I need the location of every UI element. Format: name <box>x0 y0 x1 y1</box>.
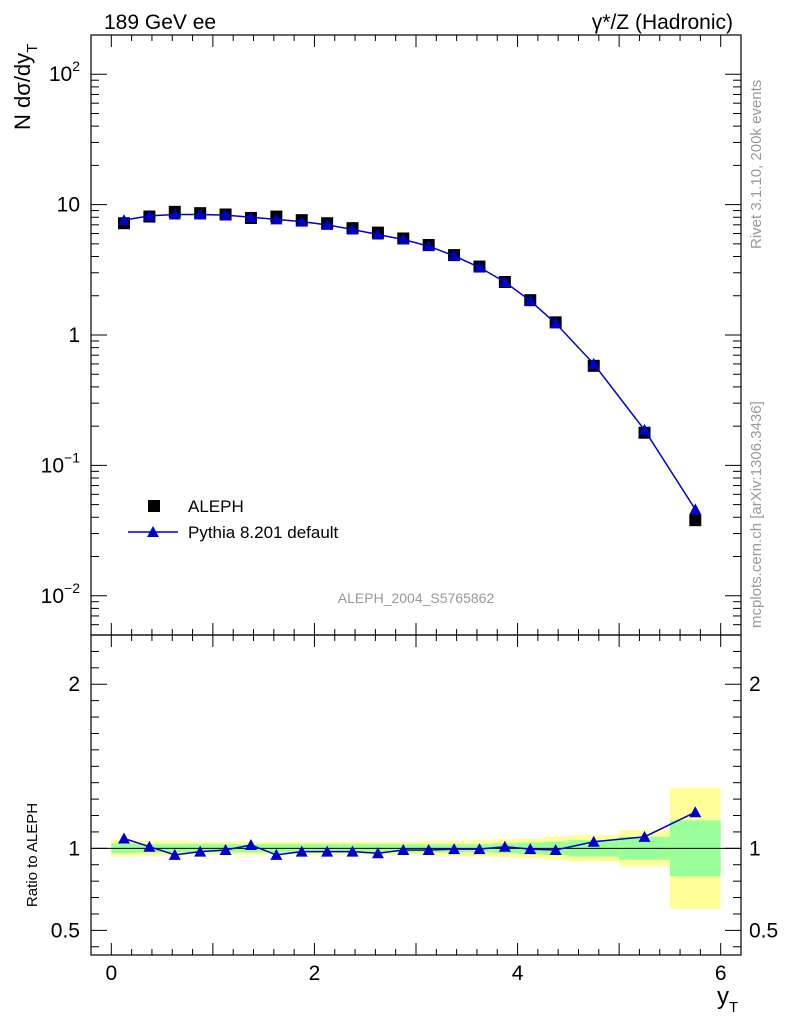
pythia-point <box>473 261 486 273</box>
pythia-point <box>638 423 651 435</box>
pythia-point <box>321 218 334 230</box>
legend-data-label: ALEPH <box>188 497 244 516</box>
pythia-point <box>118 214 131 226</box>
side-mcplots-label: mcplots.cern.ch [arXiv:1306.3436] <box>748 401 765 628</box>
ratio-tick-label-left: 1 <box>68 837 80 860</box>
x-tick-label: 4 <box>512 962 524 985</box>
pythia-point <box>295 215 308 227</box>
ratio-tick-label-right: 0.5 <box>749 919 778 942</box>
pythia-point <box>194 208 207 220</box>
aleph-point <box>689 514 702 527</box>
pythia-point <box>168 208 181 220</box>
x-tick-label: 0 <box>105 962 117 985</box>
pythia-ratio-point <box>397 843 410 855</box>
header-right: γ*/Z (Hadronic) <box>592 11 733 34</box>
pythia-ratio-point <box>219 843 232 855</box>
legend: ALEPH Pythia 8.201 default <box>128 497 339 542</box>
main-plot-data <box>118 205 702 527</box>
ratio-tick-label-left: 2 <box>68 673 80 696</box>
pythia-point <box>397 233 410 245</box>
legend-mc-label: Pythia 8.201 default <box>188 523 339 542</box>
y-tick-label-base: 10 <box>49 63 72 86</box>
y-tick-label: 102 <box>49 58 80 86</box>
pythia-ratio-point <box>587 835 600 847</box>
pythia-point <box>448 249 461 261</box>
ratio-plot-data <box>118 806 702 860</box>
x-axis-title: yT <box>717 983 738 1016</box>
pythia-point <box>422 240 435 252</box>
main-frame <box>90 34 742 636</box>
x-tick-label: 6 <box>715 962 727 985</box>
analysis-id: ALEPH_2004_S5765862 <box>338 590 495 606</box>
y-tick-label: 10 <box>57 194 80 217</box>
y-tick-label: 10−2 <box>41 580 81 608</box>
y-tick-label-exponent: −1 <box>64 449 80 465</box>
y-tick-label-base: 1 <box>68 324 80 347</box>
x-axis-title-sub: T <box>729 999 738 1016</box>
pythia-point <box>524 294 537 306</box>
ratio-tick-label-right: 2 <box>749 673 761 696</box>
pythia-point <box>689 503 702 515</box>
pythia-ratio-point <box>524 843 537 855</box>
pythia-ratio-point <box>143 840 156 852</box>
y-tick-label-base: 10 <box>41 454 64 477</box>
y-axis-title-top: N dσ/dyT <box>10 44 41 130</box>
header-left: 189 GeV ee <box>104 11 216 34</box>
pythia-ratio-point <box>638 830 651 842</box>
pythia-ratio-point <box>422 843 435 855</box>
pythia-point <box>219 209 232 221</box>
pythia-point <box>244 211 257 223</box>
y-tick-label: 1 <box>68 324 80 347</box>
pythia-ratio-point <box>498 840 511 852</box>
y-tick-label-exponent: −2 <box>64 580 80 596</box>
pythia-ratio-point <box>194 845 207 857</box>
y-tick-label-exponent: 2 <box>72 58 80 74</box>
pythia-ratio-point <box>270 848 283 860</box>
pythia-point <box>498 275 511 287</box>
pythia-ratio-point <box>118 832 131 844</box>
pythia-ratio-point <box>321 845 334 857</box>
x-axis-title-main: y <box>717 983 729 1010</box>
pythia-ratio-point <box>295 845 308 857</box>
pythia-ratio-point <box>168 848 181 860</box>
pythia-ratio-point <box>346 845 359 857</box>
pythia-ratio-point <box>549 843 562 855</box>
pythia-point <box>346 223 359 235</box>
ratio-frame <box>90 634 742 956</box>
pythia-point <box>143 209 156 221</box>
ratio-tick-label-left: 0.5 <box>51 919 80 942</box>
side-rivet-label: Rivet 3.1.10, 200k events <box>748 80 765 249</box>
y-tick-label: 10−1 <box>41 449 81 477</box>
ratio-tick-label-right: 1 <box>749 837 761 860</box>
y-axis-title-top-sub: T <box>24 44 41 53</box>
pythia-ratio-point <box>244 839 257 851</box>
pythia-point <box>270 213 283 225</box>
pythia-point <box>371 228 384 240</box>
y-axis-title-ratio: Ratio to ALEPH <box>24 803 41 907</box>
y-axis-title-top-main: N dσ/dy <box>10 53 35 130</box>
pythia-ratio-point <box>371 847 384 859</box>
legend-data-marker <box>148 500 160 512</box>
y-tick-label-base: 10 <box>57 194 80 217</box>
pythia-line <box>123 213 696 510</box>
pythia-point <box>587 357 600 369</box>
pythia-ratio-point <box>689 806 702 818</box>
pythia-ratio-point <box>473 843 486 855</box>
legend-mc-marker <box>147 526 159 537</box>
pythia-point <box>549 317 562 329</box>
x-tick-label: 2 <box>309 962 321 985</box>
pythia-ratio-point <box>448 843 461 855</box>
y-tick-label-base: 10 <box>41 585 64 608</box>
